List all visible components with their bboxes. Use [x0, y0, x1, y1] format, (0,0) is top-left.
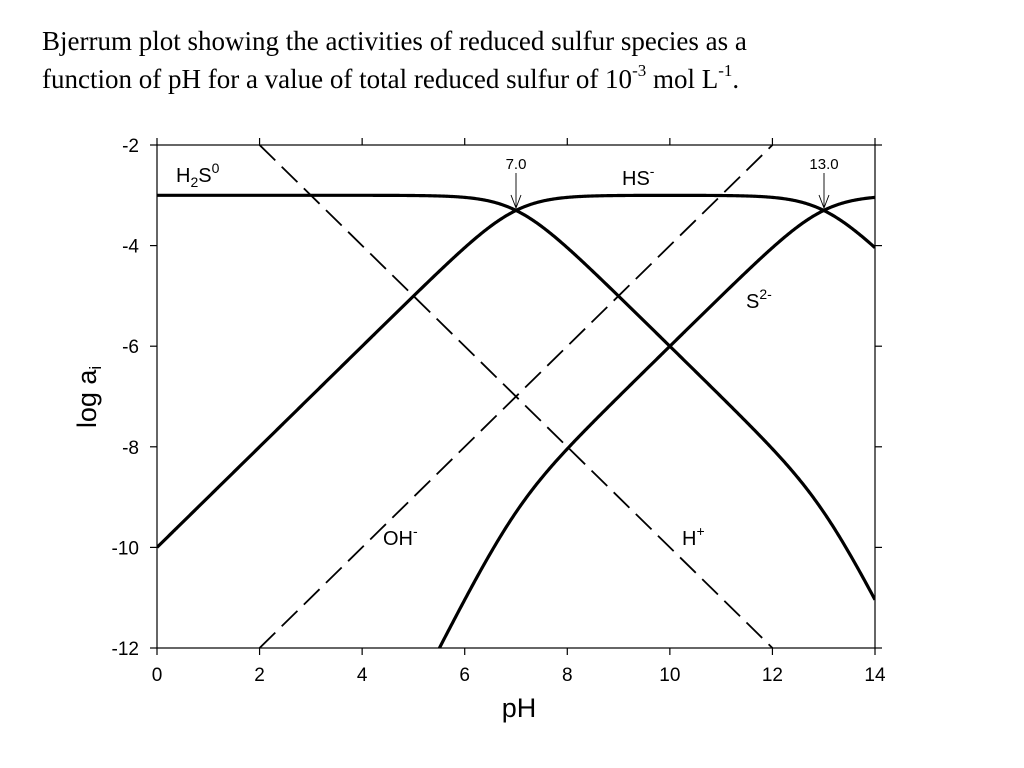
curve-oh-minus [258, 145, 774, 648]
y-axis-title: log ai [72, 366, 105, 428]
y-tick-label: -12 [112, 639, 139, 660]
x-axis-title: pH [502, 693, 537, 723]
y-tick-label: -10 [112, 538, 139, 559]
caption-line-2-unit: mol L [646, 64, 719, 94]
annotation-pka2: 13.0 [809, 156, 838, 173]
plot-frame [156, 144, 876, 649]
label-hs: HS- [622, 163, 655, 190]
annotation-pka1: 7.0 [506, 156, 527, 173]
y-tick-label: -4 [122, 237, 139, 258]
axis-ticks: 0 2 4 6 8 10 12 14 -2 -4 -6 -8 -10 -12 [112, 136, 886, 686]
y-tick-label: -8 [122, 438, 139, 459]
x-tick-label: 12 [762, 665, 783, 686]
caption-line-1: Bjerrum plot showing the activities of r… [42, 26, 747, 56]
label-h2s: H2S0 [176, 160, 220, 190]
x-tick-label: 0 [152, 665, 163, 686]
label-oh: OH- [383, 523, 418, 550]
figure-caption: Bjerrum plot showing the activities of r… [42, 22, 1002, 98]
x-tick-label: 4 [357, 665, 368, 686]
x-tick-label: 10 [659, 665, 680, 686]
curve-hs [157, 193, 875, 549]
plot-curves [157, 145, 875, 648]
x-tick-label: 6 [459, 665, 470, 686]
x-tick-label: 14 [864, 665, 886, 686]
caption-line-2-end: . [732, 64, 740, 94]
x-tick-label: 8 [562, 665, 573, 686]
curve-s2 [437, 195, 875, 648]
label-h: H+ [682, 523, 705, 550]
label-s2: S2- [746, 286, 772, 313]
x-tick-label: 2 [254, 665, 265, 686]
y-tick-label: -6 [122, 337, 139, 358]
y-tick-label: -2 [122, 136, 139, 157]
caption-exponent-1: -3 [632, 61, 647, 80]
annotation-arrow-pka2 [818, 173, 830, 210]
annotation-arrow-pka1 [510, 173, 522, 210]
caption-exponent-2: -1 [718, 61, 733, 80]
caption-line-2-text: function of pH for a value of total redu… [42, 64, 633, 94]
